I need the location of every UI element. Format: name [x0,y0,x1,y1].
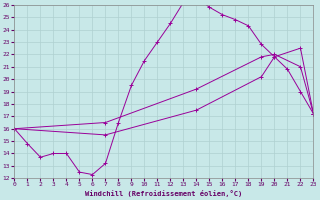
X-axis label: Windchill (Refroidissement éolien,°C): Windchill (Refroidissement éolien,°C) [85,190,243,197]
